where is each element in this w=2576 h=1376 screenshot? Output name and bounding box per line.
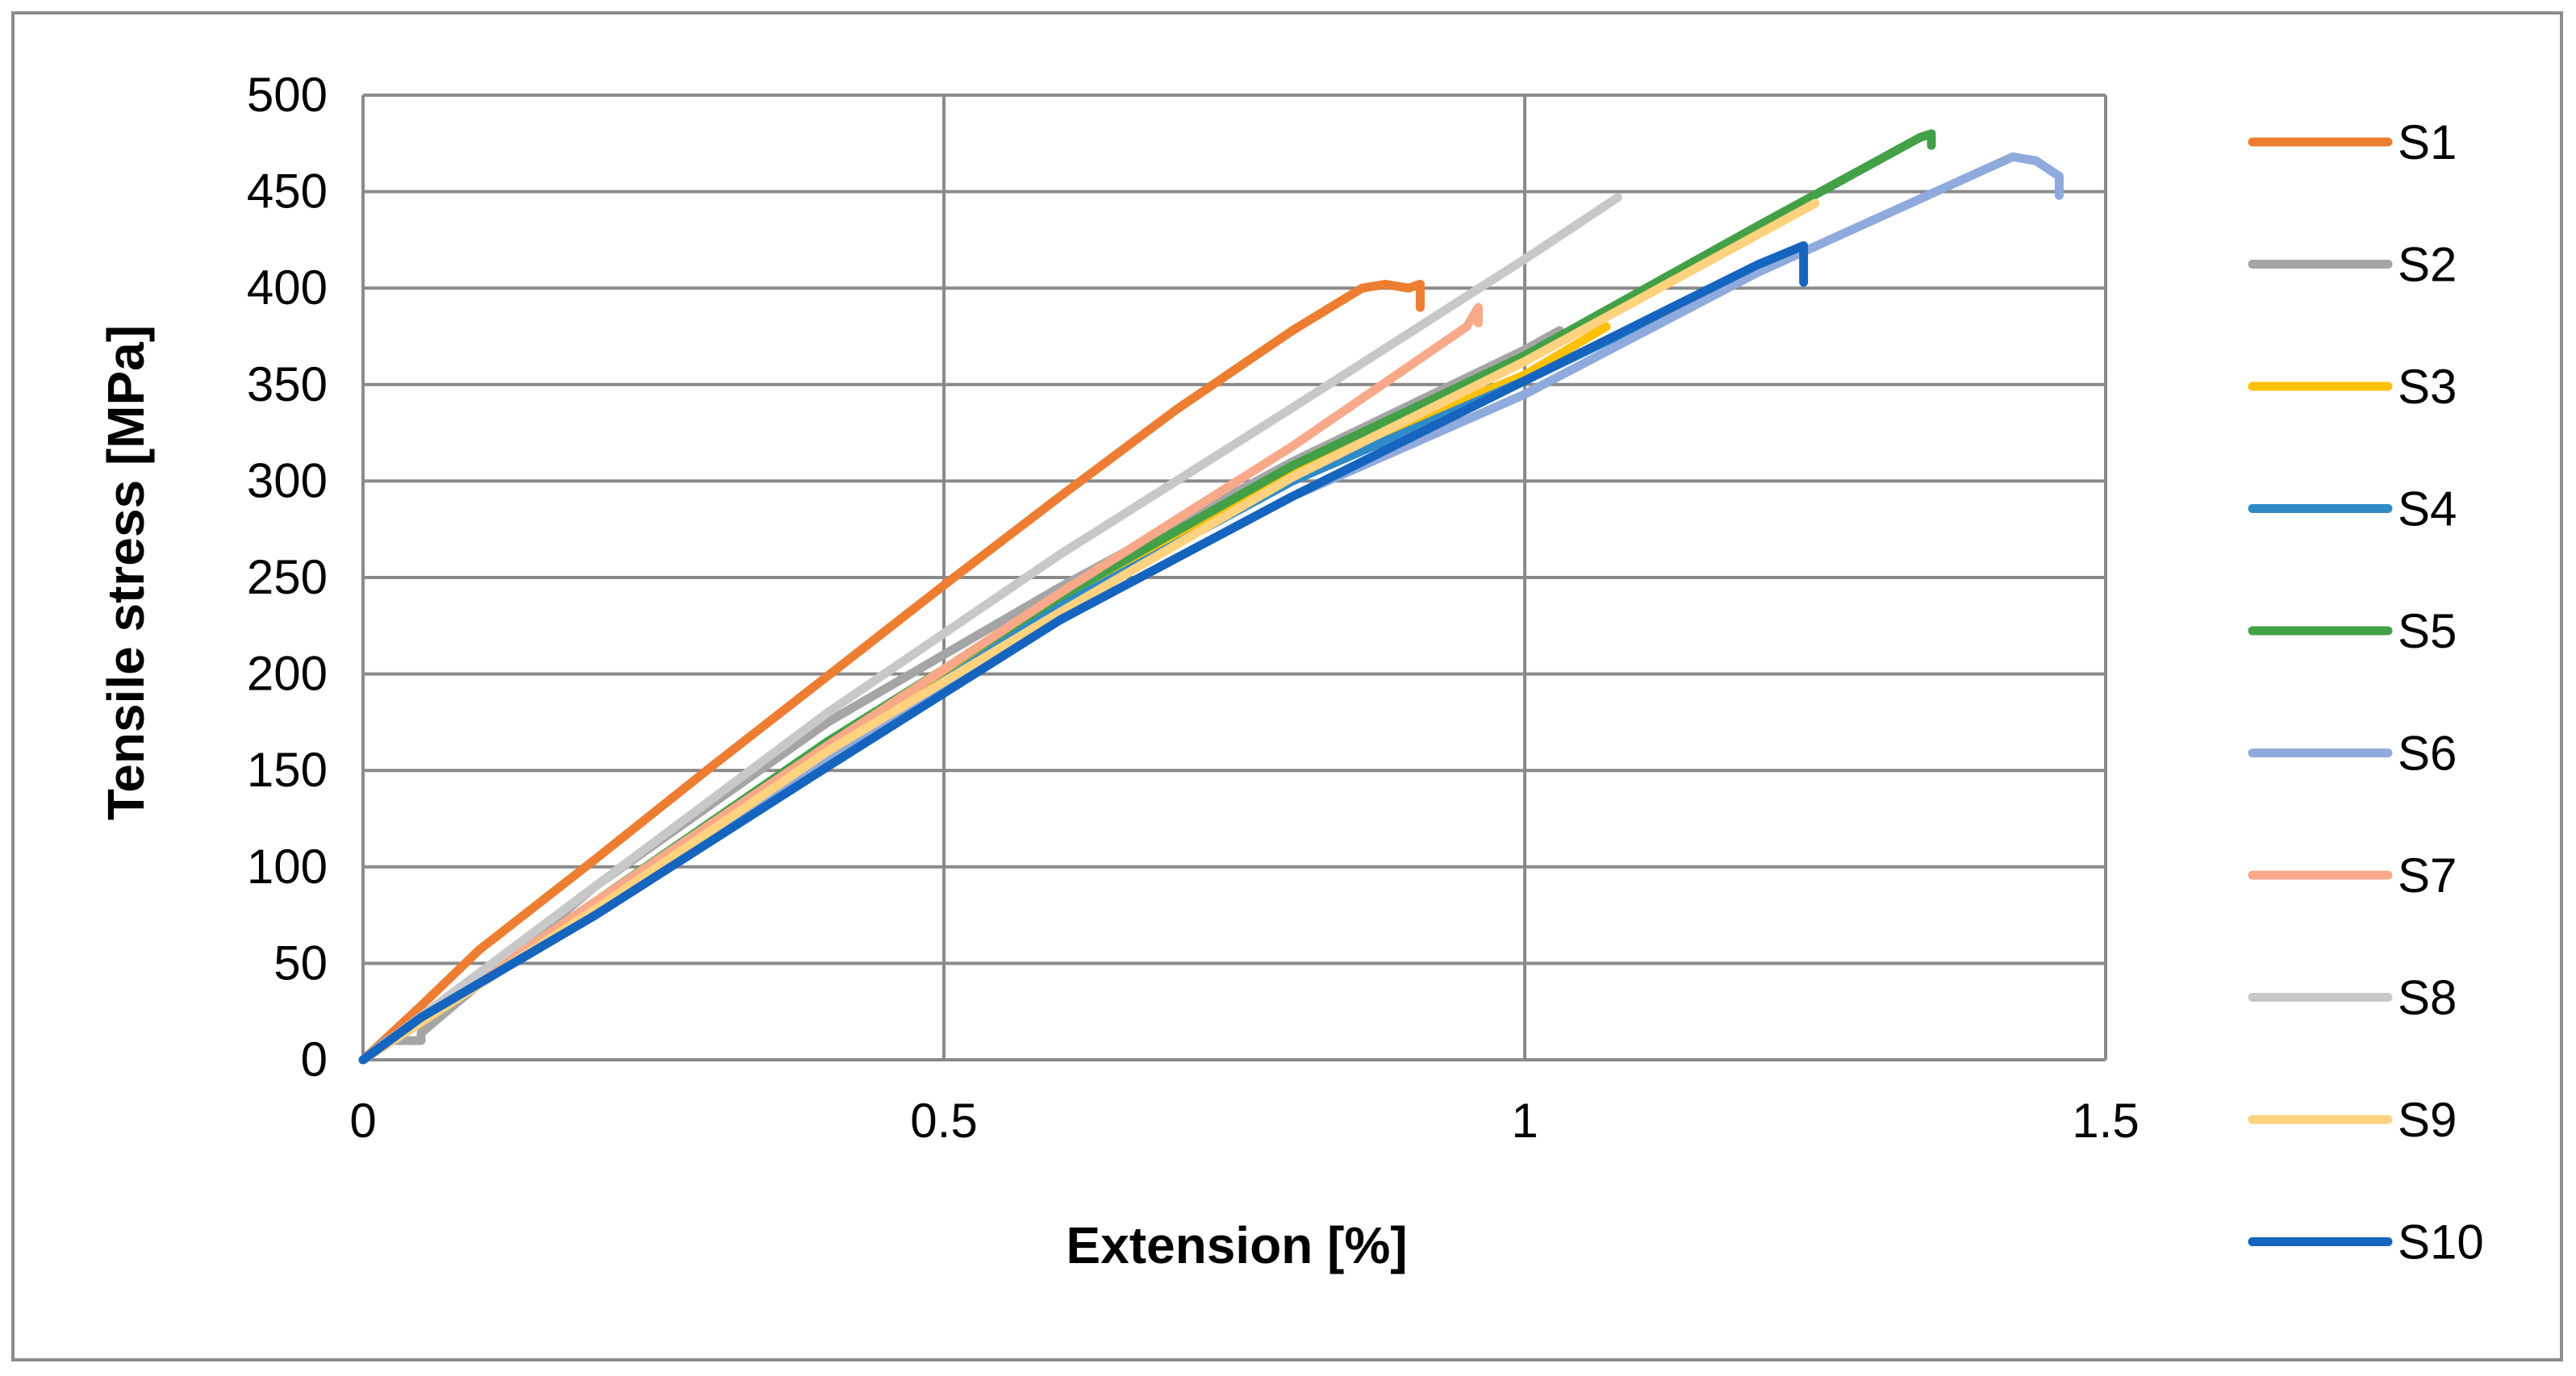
series-line-s6	[358, 152, 2064, 1065]
chart-frame	[11, 11, 2563, 1361]
y-tick-label: 250	[247, 550, 328, 604]
legend-label-s2: S2	[2398, 238, 2457, 292]
y-tick-labels: 0 50 100 150 200 250 300 350 400 450 500	[247, 68, 328, 1086]
y-axis-title: Tensile stress [MPa]	[97, 325, 155, 820]
legend-label-s3: S3	[2398, 360, 2457, 414]
series-lines	[358, 129, 2064, 1065]
series-line-s8	[358, 193, 1622, 1065]
y-tick-label: 400	[247, 261, 328, 315]
x-tick-label: 0	[349, 1094, 376, 1148]
x-tick-label: 1	[1511, 1094, 1538, 1148]
x-tick-label: 1.5	[2072, 1094, 2139, 1148]
y-tick-label: 200	[247, 647, 328, 701]
grid-lines	[361, 94, 2107, 1061]
y-tick-label: 300	[247, 453, 328, 507]
series-line-s4	[358, 241, 1809, 1065]
y-tick-label: 500	[247, 68, 328, 122]
series-line-s1	[358, 279, 1425, 1065]
legend-label-s5: S5	[2398, 604, 2457, 658]
y-tick-label: 0	[301, 1032, 328, 1086]
legend-label-s10: S10	[2398, 1215, 2484, 1270]
series-line-s7	[358, 302, 1483, 1065]
x-tick-labels: 0 0.5 1 1.5	[349, 1094, 2139, 1148]
legend-label-s4: S4	[2398, 482, 2457, 536]
y-tick-label: 450	[247, 165, 328, 219]
x-tick-label: 0.5	[910, 1094, 977, 1148]
y-tick-label: 100	[247, 840, 328, 894]
legend-label-s1: S1	[2398, 115, 2457, 169]
y-tick-label: 150	[247, 743, 328, 797]
legend-label-s6: S6	[2398, 727, 2457, 781]
y-tick-label: 50	[273, 936, 328, 990]
series-line-s9	[358, 198, 1820, 1065]
legend-label-s7: S7	[2398, 849, 2457, 903]
y-tick-label: 350	[247, 357, 328, 411]
legend: S1 S2 S3 S4 S5 S6 S7 S8 S9 S10	[2248, 115, 2484, 1270]
series-line-s10	[358, 241, 1809, 1065]
legend-label-s8: S8	[2398, 971, 2457, 1025]
x-axis-title: Extension [%]	[1066, 1216, 1407, 1274]
legend-label-s9: S9	[2398, 1093, 2457, 1147]
